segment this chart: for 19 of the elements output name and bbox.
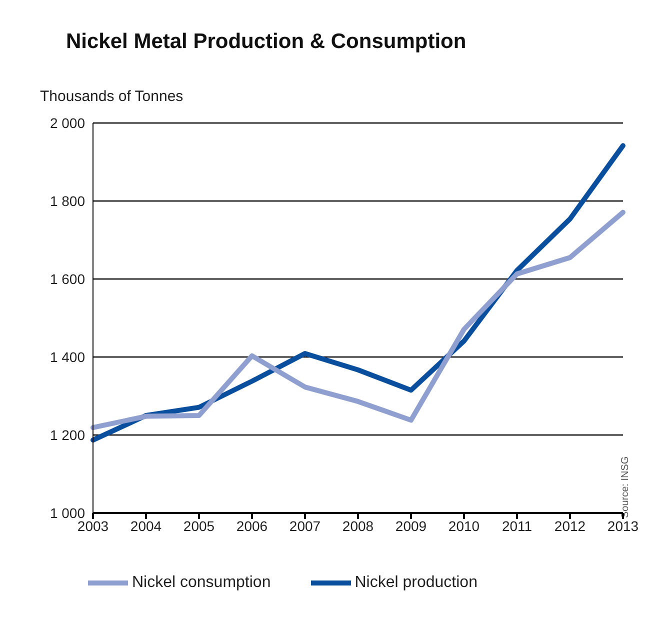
x-tick-label: 2007 [289,518,321,534]
x-tick-label: 2010 [448,518,480,534]
y-tick-label: 1 800 [50,192,86,209]
y-tick-label: 1 200 [50,426,86,443]
y-tick-label: 2 000 [50,114,86,131]
x-tick-label: 2004 [130,518,162,534]
y-axis-title: Thousands of Tonnes [40,88,184,105]
y-tick-label: 1 400 [50,348,86,365]
x-tick-label: 2013 [607,518,639,534]
chart-title: Nickel Metal Production & Consumption [66,30,466,54]
x-tick-label: 2012 [554,518,586,534]
x-tick-label: 2008 [342,518,374,534]
x-tick-label: 2006 [236,518,268,534]
x-tick-label: 2011 [502,518,532,534]
legend-label: Nickel production [354,574,478,592]
y-tick-label: 1 600 [50,270,86,287]
x-tick-label: 2005 [183,518,215,534]
legend-label: Nickel consumption [132,574,271,592]
x-tick-label: 2009 [395,518,427,534]
